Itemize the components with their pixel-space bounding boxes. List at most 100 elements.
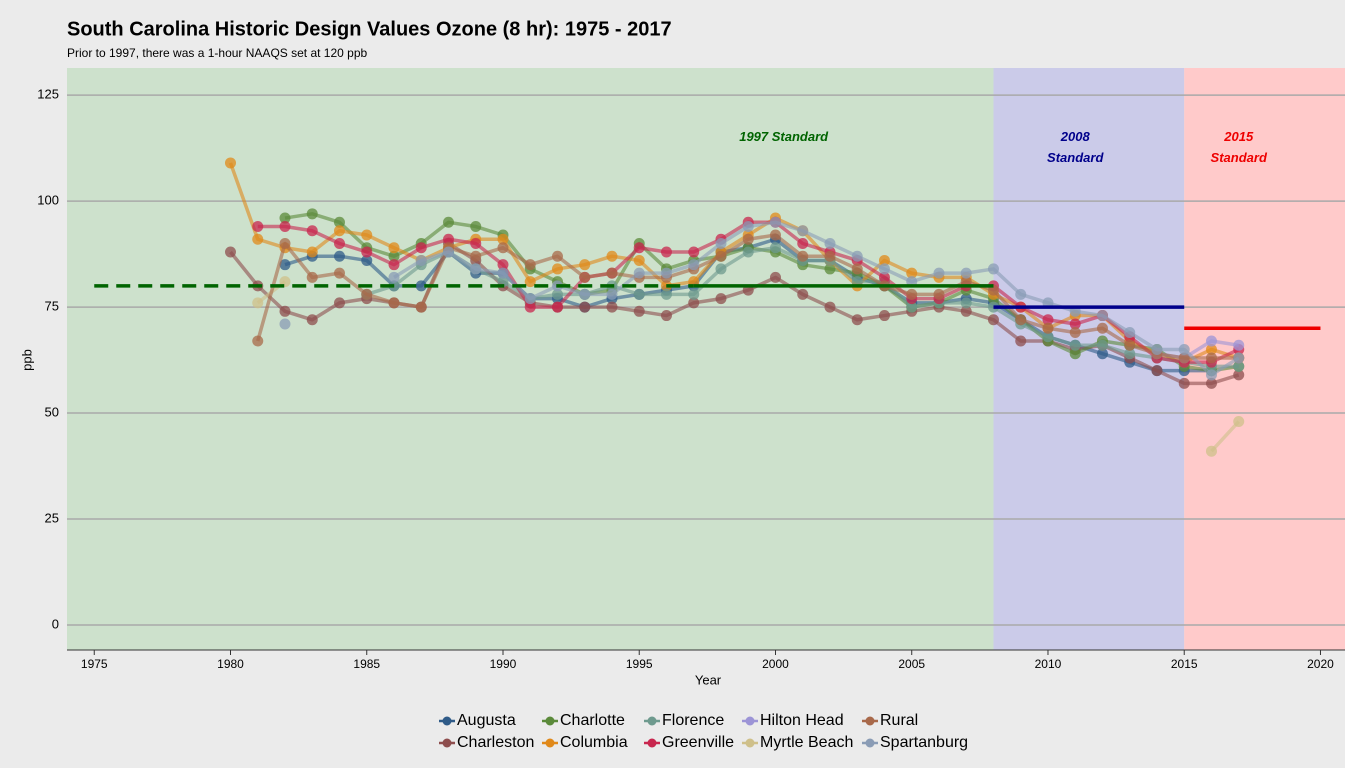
data-point xyxy=(524,276,536,288)
data-point xyxy=(1233,352,1245,364)
data-point xyxy=(906,288,918,300)
annotation: 2015 Standard xyxy=(1211,129,1268,165)
data-point xyxy=(252,335,264,347)
annotation-line: Standard xyxy=(1211,150,1268,165)
data-point xyxy=(361,254,373,266)
data-point xyxy=(824,250,836,262)
legend-marker xyxy=(745,716,755,726)
data-point xyxy=(1096,322,1108,334)
legend-label: Myrtle Beach xyxy=(760,734,853,751)
data-point xyxy=(388,250,400,262)
data-point xyxy=(606,267,618,279)
data-point xyxy=(1205,377,1217,389)
data-point xyxy=(1178,377,1190,389)
data-point xyxy=(442,216,454,228)
data-point xyxy=(388,271,400,283)
data-point xyxy=(606,288,618,300)
x-tick-label: 2010 xyxy=(1035,657,1062,671)
data-point xyxy=(878,254,890,266)
y-tick-label: 25 xyxy=(45,510,59,525)
data-point xyxy=(252,297,264,309)
data-point xyxy=(1069,318,1081,330)
data-point xyxy=(579,271,591,283)
data-point xyxy=(660,246,672,258)
data-point xyxy=(415,280,427,292)
y-tick-label: 0 xyxy=(52,616,59,631)
y-axis-label: ppb xyxy=(19,349,34,371)
data-point xyxy=(824,263,836,275)
x-tick-label: 2020 xyxy=(1307,657,1334,671)
data-point xyxy=(279,259,291,271)
data-point xyxy=(660,310,672,322)
data-point xyxy=(1233,339,1245,351)
data-point xyxy=(279,305,291,317)
data-point xyxy=(361,288,373,300)
data-point xyxy=(933,288,945,300)
data-point xyxy=(851,314,863,326)
legend-marker xyxy=(865,716,875,726)
data-point xyxy=(878,310,890,322)
data-point xyxy=(769,216,781,228)
annotation-line: Standard xyxy=(1047,150,1104,165)
chart-subtitle: Prior to 1997, there was a 1-hour NAAQS … xyxy=(67,46,367,60)
data-point xyxy=(1233,416,1245,428)
data-point xyxy=(1096,310,1108,322)
data-point xyxy=(660,288,672,300)
chart-title: South Carolina Historic Design Values Oz… xyxy=(67,18,672,40)
legend-marker xyxy=(745,738,755,748)
data-point xyxy=(333,225,345,237)
data-point xyxy=(442,246,454,258)
y-tick-label: 100 xyxy=(37,193,59,208)
data-point xyxy=(415,242,427,254)
data-point xyxy=(1233,360,1245,372)
data-point xyxy=(688,297,700,309)
data-point xyxy=(306,271,318,283)
data-point xyxy=(715,263,727,275)
x-tick-label: 2005 xyxy=(898,657,925,671)
data-point xyxy=(279,212,291,224)
data-point xyxy=(960,267,972,279)
data-point xyxy=(1015,335,1027,347)
data-point xyxy=(606,301,618,313)
data-point xyxy=(497,267,509,279)
data-point xyxy=(279,221,291,233)
data-point xyxy=(633,242,645,254)
data-point xyxy=(851,263,863,275)
data-point xyxy=(224,246,236,258)
data-point xyxy=(660,267,672,279)
data-point xyxy=(742,246,754,258)
y-tick-label: 75 xyxy=(45,299,59,314)
data-point xyxy=(361,246,373,258)
annotation: 2008 Standard xyxy=(1047,129,1104,165)
data-point xyxy=(906,267,918,279)
legend-label: Spartanburg xyxy=(880,734,968,751)
data-point xyxy=(551,288,563,300)
data-point xyxy=(715,250,727,262)
data-point xyxy=(1233,369,1245,381)
data-point xyxy=(333,250,345,262)
legend-label: Augusta xyxy=(457,712,516,729)
data-point xyxy=(1178,343,1190,355)
x-tick-label: 1990 xyxy=(490,657,517,671)
data-point xyxy=(769,229,781,241)
data-point xyxy=(1124,348,1136,360)
data-point xyxy=(1042,322,1054,334)
data-point xyxy=(633,288,645,300)
data-point xyxy=(1069,327,1081,339)
data-point xyxy=(470,237,482,249)
x-tick-label: 1980 xyxy=(217,657,244,671)
data-point xyxy=(551,250,563,262)
data-point xyxy=(769,242,781,254)
data-point xyxy=(524,301,536,313)
data-point xyxy=(279,318,291,330)
data-point xyxy=(987,263,999,275)
legend-marker xyxy=(647,716,657,726)
data-point xyxy=(633,267,645,279)
legend-label: Charlotte xyxy=(560,712,625,729)
data-point xyxy=(224,157,236,169)
data-point xyxy=(306,246,318,258)
data-point xyxy=(306,225,318,237)
data-point xyxy=(333,297,345,309)
